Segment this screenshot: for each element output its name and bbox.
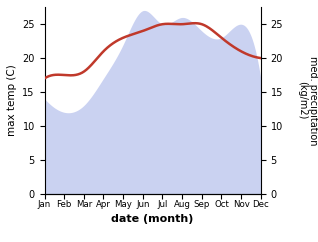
Y-axis label: med. precipitation
(kg/m2): med. precipitation (kg/m2) bbox=[297, 56, 318, 145]
Y-axis label: max temp (C): max temp (C) bbox=[7, 65, 17, 136]
X-axis label: date (month): date (month) bbox=[111, 214, 194, 224]
